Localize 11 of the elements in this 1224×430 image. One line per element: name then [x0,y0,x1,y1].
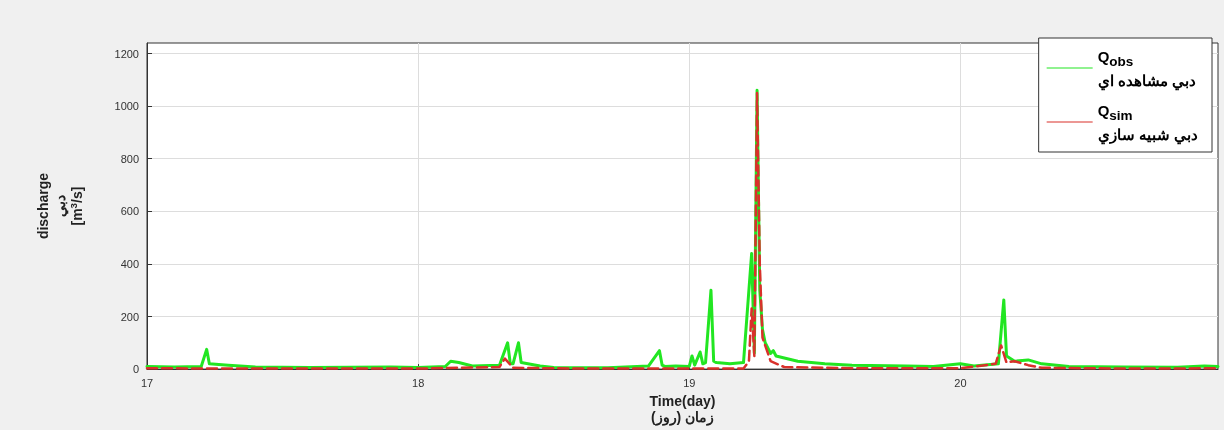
y-tick-label: 0 [132,363,139,376]
x-tick-label: 20 [954,376,967,389]
x-tick-label: 18 [412,376,425,389]
y-tick-label: 200 [120,310,139,323]
y-tick-label: 1000 [114,100,139,113]
x-tick-label: 17 [140,376,154,389]
y-tick-label: 1200 [114,47,139,60]
y-tick-label: 800 [120,152,139,165]
y-tick-label: 600 [120,205,139,218]
y-tick-label: 400 [120,257,139,270]
x-tick-label: 19 [683,376,696,389]
